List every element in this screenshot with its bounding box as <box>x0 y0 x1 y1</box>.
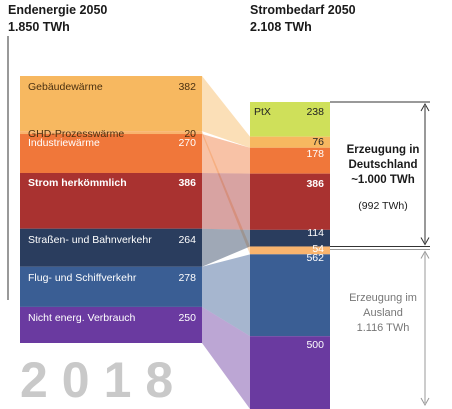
right-node-value-gebaeude: 76 <box>312 135 324 148</box>
left-header-total: 1.850 TWh <box>8 20 70 34</box>
domestic-arrow-head-top <box>420 102 430 112</box>
abroad-bracket <box>330 248 430 407</box>
domestic-sub: (992 TWh) <box>358 200 408 212</box>
flow-band-gebaeude <box>202 76 250 148</box>
right-node-value-flug: 562 <box>306 252 324 265</box>
right-header-total: 2.108 TWh <box>250 20 312 34</box>
left-bar-strom <box>20 172 202 229</box>
right-node-value-ptx: 238 <box>306 106 324 118</box>
right-node-value-strasse: 114 <box>307 226 324 239</box>
year-watermark: 2018 <box>20 352 188 408</box>
flow-band-strasse <box>202 228 250 267</box>
abroad-arrow-head-bottom <box>420 397 430 407</box>
right-node-value-industrie: 178 <box>306 147 324 160</box>
left-bar-strasse <box>20 228 202 267</box>
right-bar-ptx <box>250 102 330 137</box>
left-bar-ghd <box>20 131 202 135</box>
left-node-label-flug: Flug- und Schiffverkehr <box>28 271 137 284</box>
domestic-annotation: Erzeugung in Deutschland ~1.000 TWh <box>334 143 432 188</box>
left-header-title: Endenergie 2050 <box>8 3 108 17</box>
right-bar-nichtenerg <box>250 336 330 409</box>
left-bar-gebaeude <box>20 76 202 132</box>
flow-band-strom <box>202 172 250 230</box>
right-bar-ghd <box>250 246 330 255</box>
left-node-label-strasse: Straßen- und Bahnverkehr <box>28 233 152 246</box>
abroad-annotation: Erzeugung im Ausland 1.116 TWh <box>334 291 432 336</box>
left-node-label-ghd: GHD-Prozesswärme <box>28 128 125 141</box>
flow-band-ghd <box>202 131 250 255</box>
abroad-line3: 1.116 TWh <box>356 322 410 334</box>
domestic-line1: Erzeugung in <box>346 144 420 156</box>
right-bar-gebaeude <box>250 136 330 148</box>
left-bar-nichtenerg <box>20 306 202 343</box>
domestic-line2: Deutschland <box>348 159 418 171</box>
right-bar-strom <box>250 173 330 230</box>
right-node-value-ghd: 54 <box>312 243 324 256</box>
left-bar-flug <box>20 266 202 307</box>
left-node-label-industrie: Industriewärme <box>28 137 100 150</box>
right-node-label-ptx: PtX <box>254 106 271 118</box>
left-node-value-gebaeude: 382 <box>178 81 196 93</box>
left-node-value-ghd: 20 <box>184 128 196 141</box>
flow-band-industrie <box>202 134 250 174</box>
left-node-label-strom: Strom herkömmlich <box>28 176 127 189</box>
left-node-value-flug: 278 <box>178 271 196 284</box>
node-bars <box>20 76 330 409</box>
left-bar-industrie <box>20 134 202 173</box>
right-node-value-nichtenerg: 500 <box>306 339 324 352</box>
left-node-value-nichtenerg: 250 <box>178 311 196 324</box>
right-header: Strombedarf 2050 2.108 TWh <box>250 2 356 36</box>
left-node-label-nichtenerg: Nicht energ. Verbrauch <box>28 311 136 324</box>
domestic-line3: ~1.000 TWh <box>351 174 415 186</box>
right-node-value-strom: 386 <box>306 177 324 190</box>
flow-bands <box>202 76 250 409</box>
right-bar-strasse <box>250 229 330 247</box>
abroad-line2: Ausland <box>363 307 403 319</box>
left-node-value-strom: 386 <box>178 176 196 189</box>
abroad-line1: Erzeugung im <box>349 292 417 304</box>
abroad-arrow-head-top <box>420 250 430 259</box>
flow-band-nichtenerg <box>202 306 250 409</box>
domestic-bracket <box>330 101 430 247</box>
left-node-value-strasse: 264 <box>178 233 196 246</box>
flow-band-flug <box>202 254 250 337</box>
right-bar-industrie <box>250 147 330 174</box>
domestic-arrow-head-bottom <box>420 237 430 246</box>
left-header: Endenergie 2050 1.850 TWh <box>8 2 107 36</box>
left-node-label-gebaeude: Gebäudewärme <box>28 81 103 93</box>
left-node-value-industrie: 270 <box>178 137 196 150</box>
right-bar-flug <box>250 254 330 337</box>
right-header-title: Strombedarf 2050 <box>250 3 356 17</box>
